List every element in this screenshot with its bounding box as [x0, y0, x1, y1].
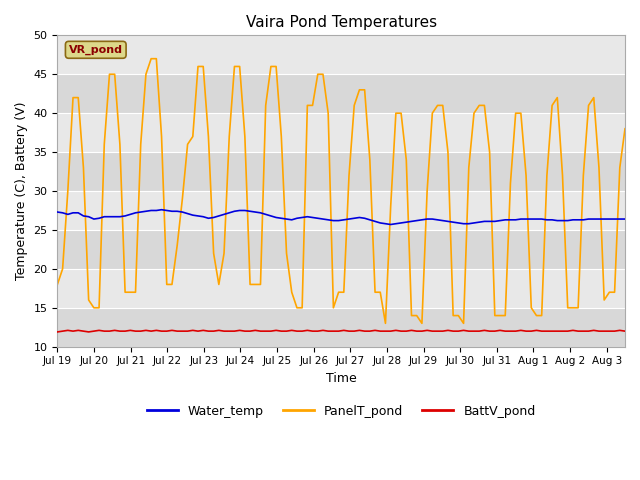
Bar [58, 152, 625, 191]
Bar [58, 36, 625, 74]
Bar [58, 308, 625, 347]
Y-axis label: Temperature (C), Battery (V): Temperature (C), Battery (V) [15, 102, 28, 280]
Text: VR_pond: VR_pond [68, 45, 123, 55]
Bar [58, 74, 625, 113]
X-axis label: Time: Time [326, 372, 356, 385]
Bar [58, 113, 625, 152]
Bar [58, 230, 625, 269]
Bar [58, 269, 625, 308]
Title: Vaira Pond Temperatures: Vaira Pond Temperatures [246, 15, 436, 30]
Legend: Water_temp, PanelT_pond, BattV_pond: Water_temp, PanelT_pond, BattV_pond [142, 400, 541, 423]
Bar [58, 191, 625, 230]
